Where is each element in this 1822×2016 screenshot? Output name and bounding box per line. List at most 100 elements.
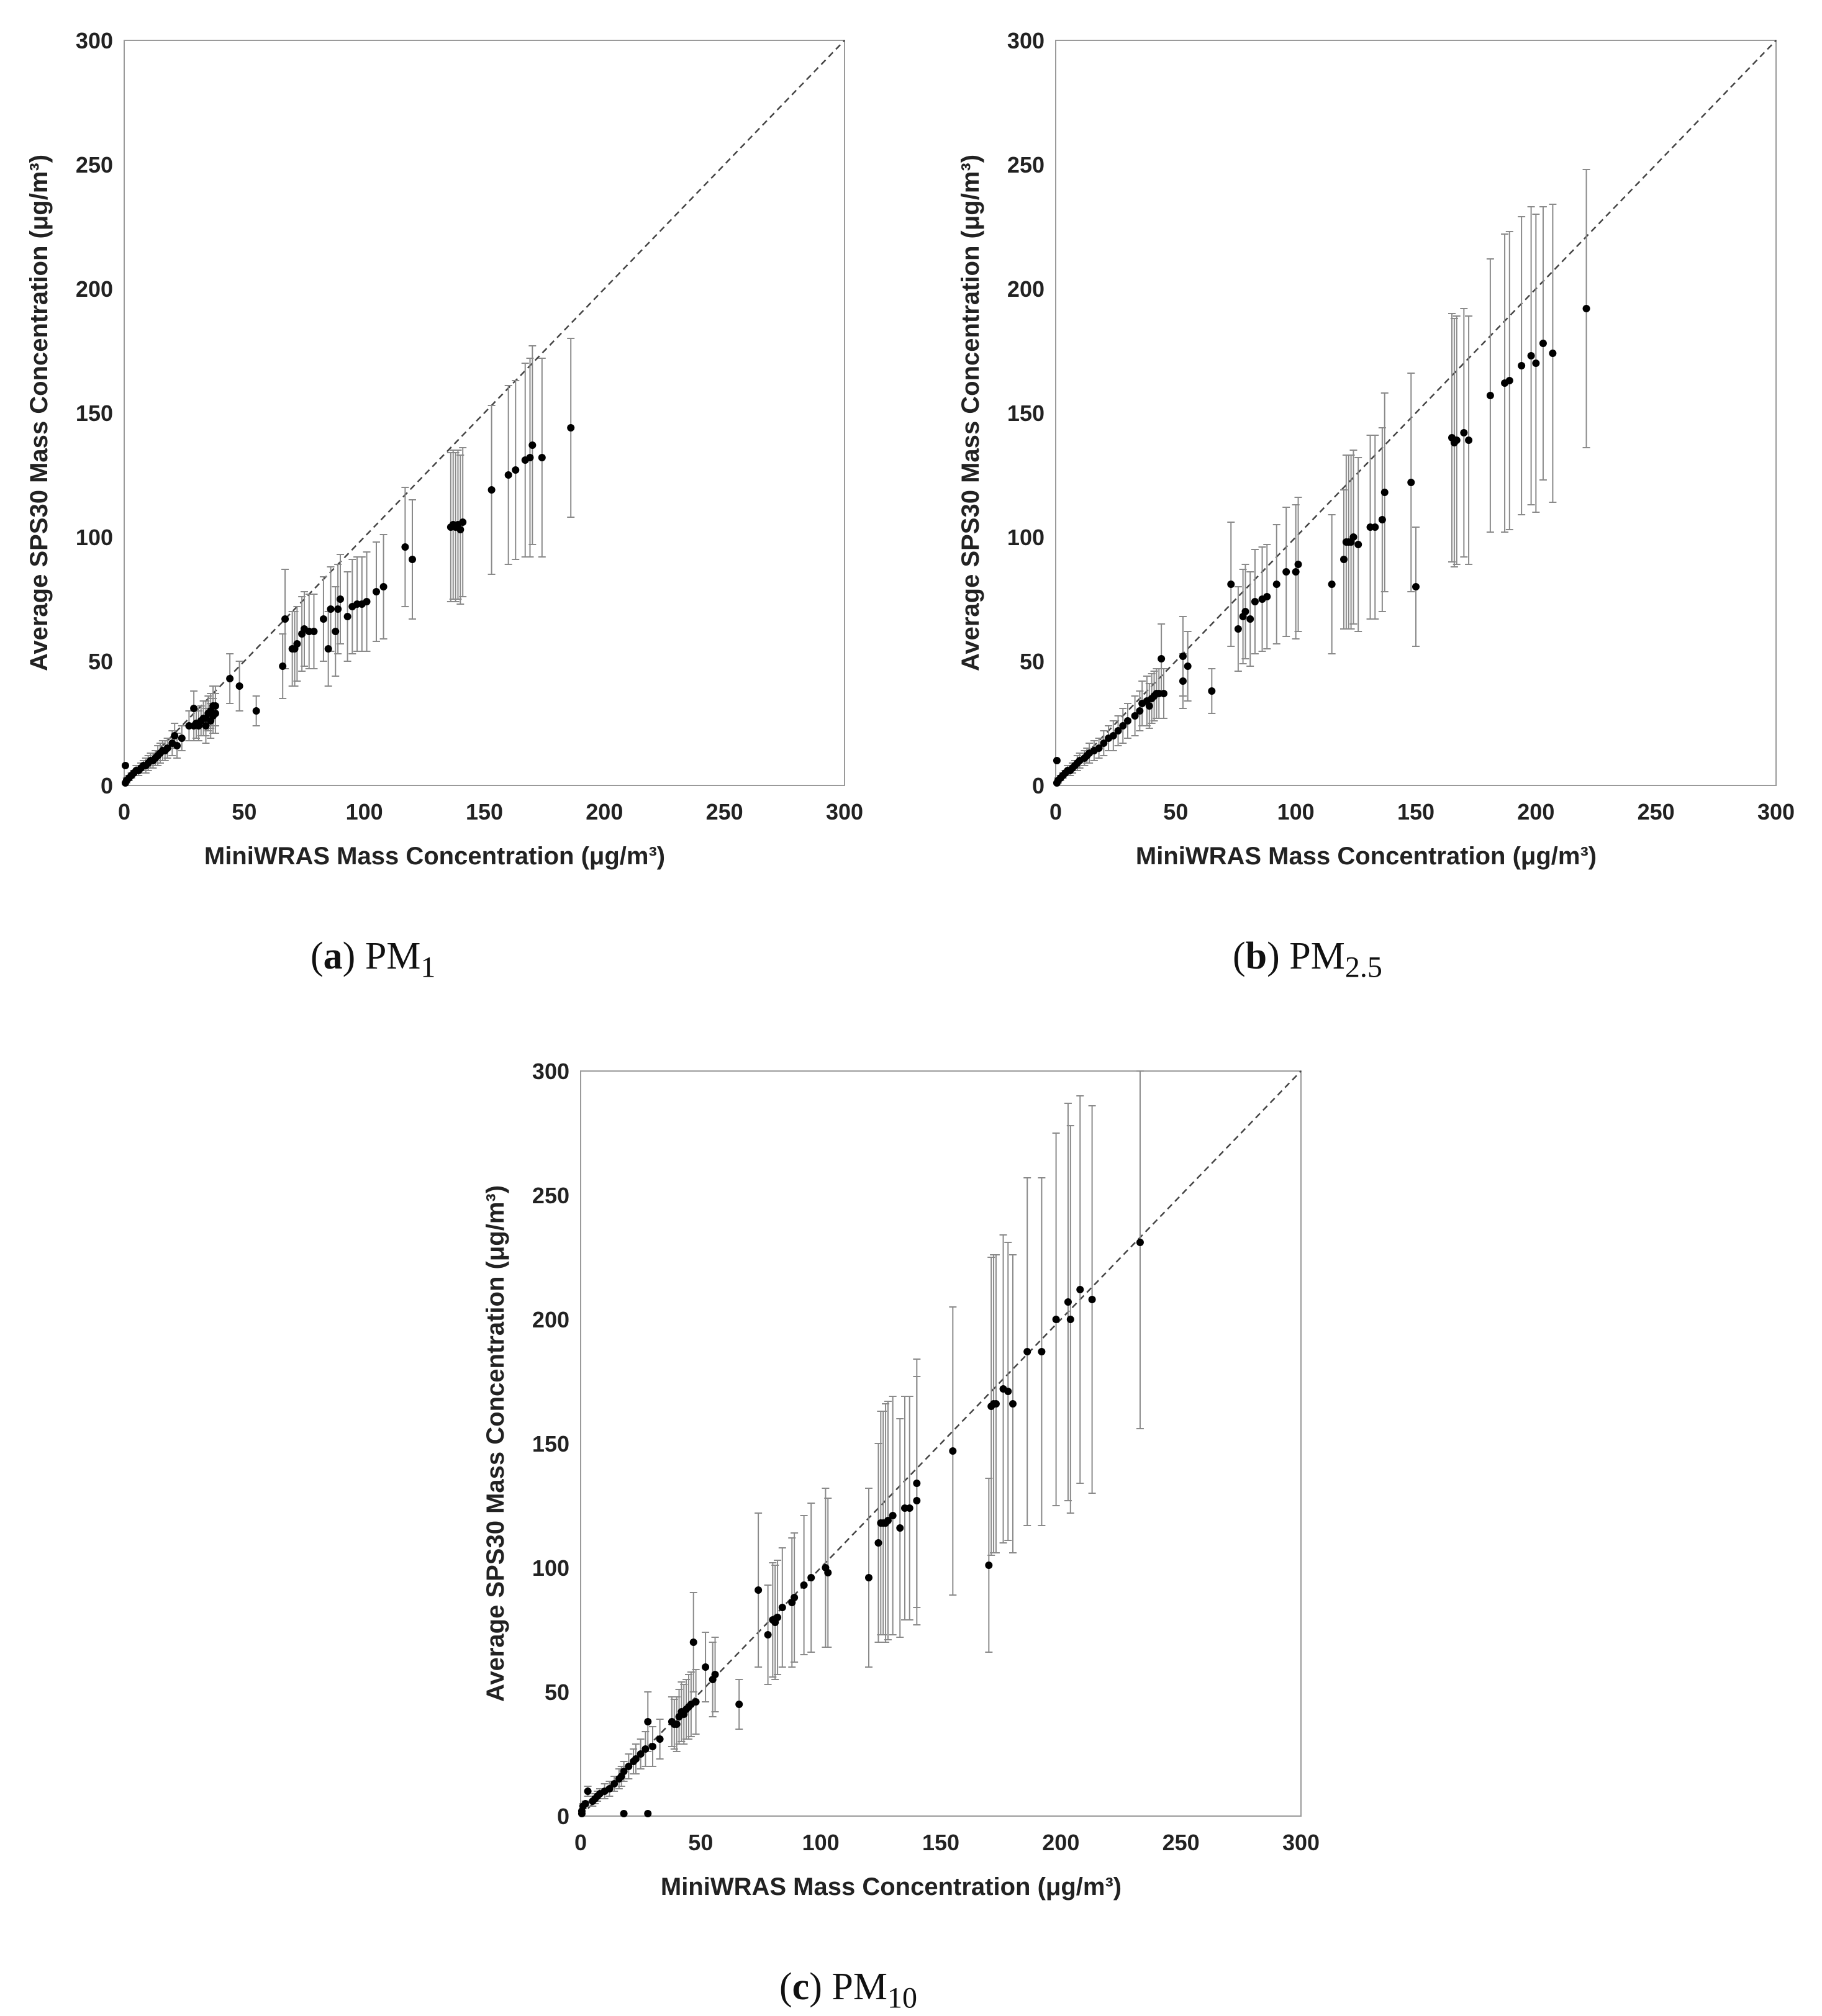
data-point <box>1272 581 1280 588</box>
data-point <box>1465 436 1473 444</box>
x-tick-label: 300 <box>1282 1830 1320 1855</box>
data-point <box>1340 556 1348 563</box>
data-point <box>1227 581 1235 588</box>
data-point <box>373 588 380 595</box>
data-point <box>1053 757 1061 764</box>
data-point <box>504 471 512 479</box>
data-point <box>692 1698 700 1706</box>
data-point <box>1038 1348 1046 1355</box>
data-point <box>293 640 301 648</box>
data-point <box>456 526 465 533</box>
data-point <box>735 1701 743 1708</box>
data-point <box>1505 377 1513 384</box>
data-point <box>528 441 537 449</box>
chart-pm1: 0 50 100 150 200 250 300 0 50 100 150 200 250 300 Min… <box>25 28 863 870</box>
one-to-one-line <box>580 1070 1302 1817</box>
y-tick-label: 0 <box>557 1804 569 1829</box>
data-point <box>1136 1239 1144 1246</box>
data-point <box>409 556 416 563</box>
data-point <box>913 1480 921 1487</box>
data-point <box>610 1780 619 1788</box>
data-point <box>1241 608 1249 615</box>
y-tick-label: 100 <box>76 525 113 550</box>
caption-letter: a <box>323 935 343 977</box>
y-tick-label: 150 <box>76 400 113 426</box>
data-point <box>1412 583 1420 590</box>
data-point <box>905 1504 913 1512</box>
caption-text: PM <box>365 935 421 977</box>
caption-subscript: 2.5 <box>1344 951 1382 984</box>
data-point <box>1294 561 1302 568</box>
x-tick-label: 200 <box>1517 799 1554 825</box>
data-point <box>1076 1286 1084 1293</box>
data-point <box>1009 1400 1017 1408</box>
data-point <box>1328 581 1336 588</box>
x-tick-label: 200 <box>586 799 623 825</box>
x-tick-label: 50 <box>1163 799 1188 825</box>
caption-subscript: 10 <box>887 1981 917 2015</box>
data-point <box>605 1785 614 1792</box>
data-point <box>1100 739 1108 747</box>
data-point <box>1184 662 1192 670</box>
one-to-one-line <box>124 40 845 786</box>
data-point <box>874 1539 882 1547</box>
data-point <box>1532 359 1540 367</box>
data-point <box>1160 690 1167 697</box>
chart-pm2-5: 0 50 100 150 200 250 300 0 50 100 150 200 250 300 Min… <box>957 28 1795 870</box>
x-tick-label: 150 <box>1397 799 1434 825</box>
data-point <box>163 744 171 752</box>
y-tick-label: 300 <box>1007 28 1045 53</box>
data-point <box>1114 727 1122 735</box>
chart-pm10: 0 50 100 150 200 250 300 0 50 100 150 200 250 300 Min… <box>482 1059 1320 1901</box>
data-point <box>1263 593 1271 600</box>
y-tick-label: 300 <box>532 1059 569 1084</box>
x-tick-label: 100 <box>802 1830 840 1855</box>
data-point <box>1349 533 1357 541</box>
data-point <box>1354 541 1362 548</box>
data-point <box>896 1524 904 1532</box>
data-point <box>1088 1296 1096 1303</box>
y-tick-label: 150 <box>532 1431 569 1457</box>
data-point <box>689 1639 697 1646</box>
data-point <box>334 605 342 613</box>
data-point <box>526 454 534 461</box>
data-point <box>913 1497 921 1504</box>
data-point <box>620 1768 628 1775</box>
data-point <box>319 615 327 623</box>
data-point <box>1119 722 1127 730</box>
data-point <box>1453 436 1461 444</box>
y-tick-label: 50 <box>545 1679 569 1705</box>
data-point <box>1292 568 1300 576</box>
y-tick-label: 50 <box>1020 649 1045 674</box>
data-point <box>800 1581 808 1589</box>
data-point <box>121 762 129 769</box>
data-point <box>1131 712 1139 720</box>
data-point <box>279 662 287 670</box>
data-point <box>641 1745 650 1753</box>
plot-area: 0 50 100 150 200 250 300 0 50 100 150 200 250 300 <box>532 1059 1320 1855</box>
data-point <box>644 1810 652 1817</box>
data-point <box>1407 479 1415 486</box>
data-point <box>567 424 575 432</box>
data-point <box>581 1800 589 1807</box>
y-tick-label: 100 <box>532 1555 569 1581</box>
data-point <box>884 1517 892 1524</box>
data-point <box>178 735 186 742</box>
data-point <box>791 1594 799 1601</box>
y-axis-title: Average SPS30 Mass Concentration (μg/m³) <box>482 1185 509 1702</box>
y-tick-label: 250 <box>1007 152 1045 178</box>
data-point <box>202 722 210 730</box>
data-point <box>644 1718 652 1725</box>
plot-area: 0 50 100 150 200 250 300 0 50 100 150 200 250 300 <box>76 28 863 825</box>
caption-b: (b) PM2.5 <box>1233 935 1382 984</box>
data-point <box>1251 598 1259 605</box>
data-point <box>171 732 179 739</box>
data-point <box>1518 362 1526 369</box>
y-tick-label: 300 <box>76 28 113 53</box>
x-tick-label: 0 <box>574 1830 587 1855</box>
data-point <box>235 682 243 690</box>
data-point <box>1095 744 1103 752</box>
data-point <box>1246 615 1254 623</box>
data-point <box>512 466 520 474</box>
y-tick-label: 250 <box>76 152 113 178</box>
